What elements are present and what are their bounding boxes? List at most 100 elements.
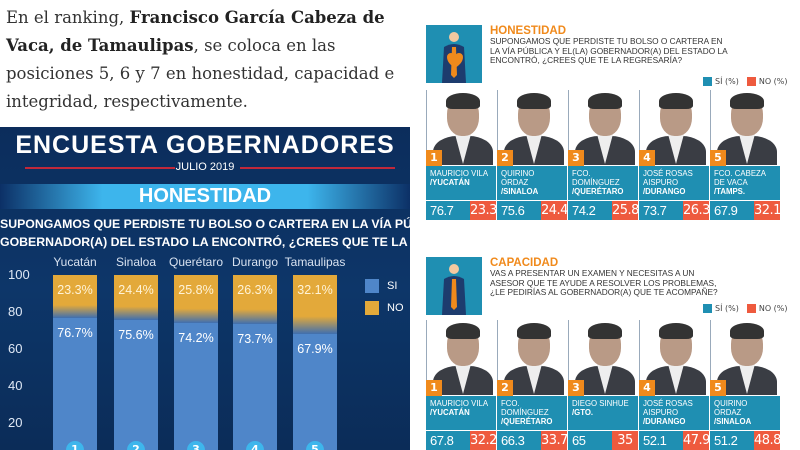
survey-chart: ENCUESTA GOBERNADORES JULIO 2019 HONESTI… [0,127,410,450]
name-text: QUIRINO ORDAZ [714,399,748,417]
bar-no [53,275,97,319]
candidate-photo [710,320,780,395]
si-value: 74.2 [572,203,596,218]
state-text: /DURANGO [643,187,686,196]
intro-bold: Francisco García Cabeza de Vaca, de Tama… [6,8,385,55]
bar-si [293,334,337,450]
section-question: SUPONGAMOS QUE PERDISTE TU BOLSO O CARTE… [490,36,728,65]
name-text: FCO. DOMÍNGUEZ [572,169,620,187]
vote-values: 76.7 23.3 [426,200,497,220]
bar-si [174,322,218,450]
rank-badge: 3 [568,150,584,166]
no-value: 47.9 [683,431,710,450]
candidate-photo [426,320,496,395]
rank-circle: 4 [246,441,264,450]
rank-badge: 4 [639,380,655,396]
person-running-icon [426,257,482,315]
state-text: /QUERÉTARO [501,417,553,426]
category-label: Durango [231,255,279,269]
vote-values: 67.9 32.1 [710,200,781,220]
name-text: FCO. DOMÍNGUEZ [501,399,549,417]
rank-badge: 4 [639,150,655,166]
section-band [0,184,410,209]
no-value: 26.3 [683,201,710,220]
si-value: 51.2 [714,433,738,448]
name-text: DIEGO SINHUE [572,399,629,408]
vote-values: 66.3 33.7 [497,430,568,450]
bar-label-si: 76.7% [57,326,93,341]
section-question: VAS A PRESENTAR UN EXAMEN Y NECESITAS A … [490,268,718,297]
y-tick-label: 40 [8,378,23,393]
question-line: GOBERNADOR(A) DEL ESTADO LA ENCONTRÓ, ¿C… [0,235,410,249]
candidate-photo [497,320,567,395]
bar-label-si: 74.2% [178,330,214,345]
bar-si [233,323,277,450]
no-value: 48.8 [754,431,781,450]
state-text: /YUCATÁN [430,408,470,417]
rank-badge: 1 [426,380,442,396]
bar-label-no: 23.3% [57,283,93,297]
candidate-photo [568,90,638,165]
category-label: Tamaulipas [284,255,346,269]
state-text: /SINALOA [501,187,539,196]
candidate-photo [639,90,709,165]
si-value: 66.3 [501,433,525,448]
no-value: 33.7 [541,431,568,450]
section-title: HONESTIDAD [490,25,567,37]
legend: SÍ (%) NO (%) [695,77,788,86]
candidate-name: QUIRINO ORDAZ/SINALOA [497,166,567,200]
state-text: /GTO. [572,408,594,417]
vote-values: 73.7 26.3 [639,200,710,220]
si-value: 76.7 [430,203,454,218]
legend-swatch-si [703,304,712,313]
si-value: 65 [572,433,586,448]
name-text: MAURICIO VILA [430,169,489,178]
candidate-name: QUIRINO ORDAZ/SINALOA [710,396,780,430]
legend-si: SI [365,279,397,293]
rank-badge: 2 [497,380,513,396]
rank-circle: 3 [187,441,205,450]
candidate-name: FCO. CABEZA DE VACA/TAMPS. [710,166,780,200]
candidate-name: MAURICIO VILA/YUCATÁN [426,396,496,430]
name-text: JOSÉ ROSAS AISPURO [643,399,693,417]
legend-label: NO (%) [758,77,788,86]
candidate-name: JOSÉ ROSAS AISPURO/DURANGO [639,166,709,200]
state-text: /YUCATÁN [430,178,470,187]
vote-values: 74.2 25.8 [568,200,639,220]
name-text: QUIRINO ORDAZ [501,169,535,187]
section-title: HONESTIDAD [138,185,272,207]
state-text: /DURANGO [643,417,686,426]
legend-swatch-no [746,77,756,86]
state-text: /SINALOA [714,417,752,426]
candidate-photo [426,90,496,165]
bar-no [174,275,218,323]
bar-label-no: 26.3% [237,283,273,297]
y-tick-label: 60 [8,341,23,356]
question-line: SUPONGAMOS QUE PERDISTE TU BOLSO O CARTE… [0,217,410,231]
rank-circle: 5 [306,441,324,450]
rank-circle: 1 [66,441,84,450]
candidate-photo [639,320,709,395]
legend: SÍ (%) NO (%) [695,304,788,313]
legend-label: NO (%) [758,304,788,313]
section-title: CAPACIDAD [490,257,559,269]
state-text: /TAMPS. [714,187,746,196]
vote-values: 52.1 47.9 [639,430,710,450]
si-value: 73.7 [643,203,667,218]
bar-no [233,275,277,324]
bar-si [53,318,97,450]
y-tick-label: 80 [8,304,23,319]
si-value: 52.1 [643,433,667,448]
no-value: 32.1 [754,201,781,220]
bar-si [114,320,158,450]
candidate-name: FCO. DOMÍNGUEZ/QUERÉTARO [497,396,567,430]
no-value: 35 [612,431,638,450]
legend-no: NO [365,301,404,315]
category-label: Sinaloa [115,255,157,269]
legend-label: SI [387,279,398,292]
no-value: 32.2 [470,431,497,450]
vote-values: 65 35 [568,430,638,450]
candidate-name: FCO. DOMÍNGUEZ/QUERÉTARO [568,166,638,200]
legend-label: SÍ (%) [715,304,739,313]
legend-label: SÍ (%) [715,77,739,86]
